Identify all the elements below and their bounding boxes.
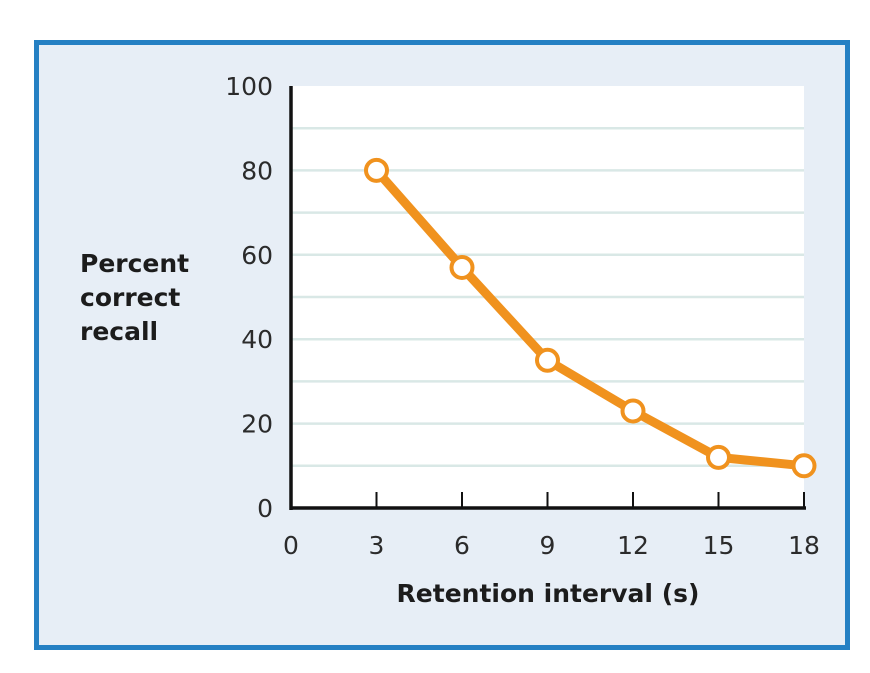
y-tick-label-0: 0 bbox=[257, 494, 273, 523]
y-tick-label-60: 60 bbox=[241, 241, 273, 270]
data-point-x3 bbox=[364, 157, 389, 183]
y-axis-title-line-1: Percent bbox=[80, 249, 189, 278]
data-point-x18 bbox=[791, 453, 817, 479]
y-tick-label-80: 80 bbox=[241, 156, 273, 185]
x-tick-label-12: 12 bbox=[617, 531, 649, 560]
y-axis-title: Percent correct recall bbox=[80, 249, 189, 346]
y-axis-title-line-3: recall bbox=[80, 317, 158, 346]
data-point-x15 bbox=[706, 444, 731, 470]
x-axis-title: Retention interval (s) bbox=[397, 579, 700, 608]
y-tick-label-40: 40 bbox=[241, 325, 273, 354]
x-tick-label-15: 15 bbox=[703, 531, 735, 560]
data-point-x6 bbox=[449, 254, 475, 280]
x-tick-label-0: 0 bbox=[283, 531, 299, 560]
series-line-0 bbox=[372, 165, 809, 471]
x-tick-label-3: 3 bbox=[369, 531, 385, 560]
data-point-x9 bbox=[535, 347, 560, 373]
x-tick-label-9: 9 bbox=[540, 531, 556, 560]
y-tick-label-20: 20 bbox=[241, 410, 273, 439]
y-tick-label-100: 100 bbox=[225, 72, 273, 101]
x-tick-label-18: 18 bbox=[788, 531, 820, 560]
data-point-x12 bbox=[620, 398, 646, 424]
y-axis-title-line-2: correct bbox=[80, 283, 180, 312]
x-tick-label-6: 6 bbox=[454, 531, 470, 560]
